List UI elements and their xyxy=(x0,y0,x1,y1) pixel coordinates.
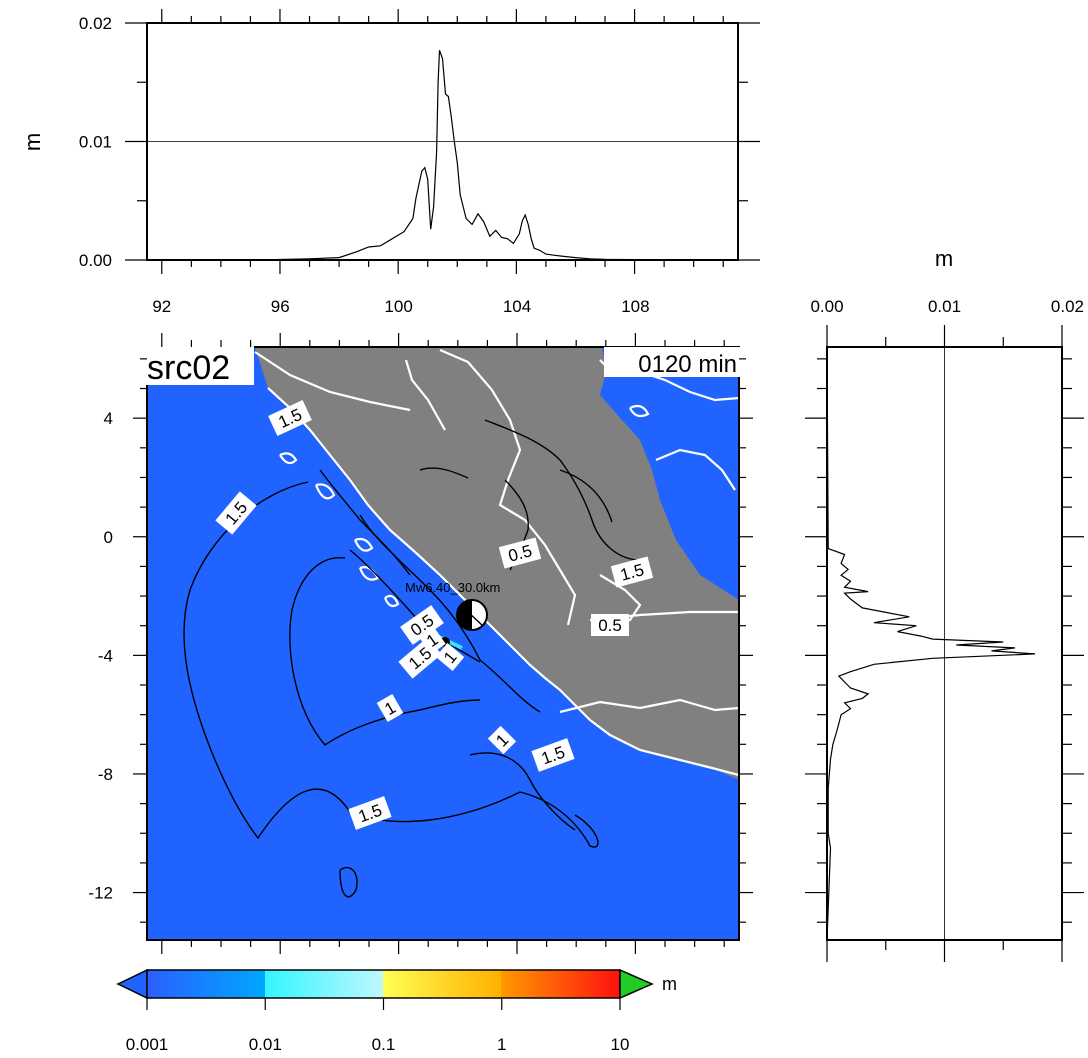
focal-mechanism-icon xyxy=(456,599,488,631)
right-xtick-label: 0.00 xyxy=(810,297,843,316)
contours xyxy=(183,419,641,898)
svg-text:0.5: 0.5 xyxy=(598,616,622,635)
contour-label: 1 xyxy=(376,693,404,723)
contour-label: 1.5 xyxy=(610,556,654,588)
top-ytick-label: 0.02 xyxy=(79,14,112,33)
contour-label: 1.5 xyxy=(531,738,575,772)
colorbar-tick-label: 10 xyxy=(611,1035,630,1054)
event-label: Mw6.40_30.0km xyxy=(405,580,500,595)
colorbar-under-arrow xyxy=(116,968,148,1000)
colorbar-tick-label: 0.001 xyxy=(126,1035,169,1054)
right-xtick-label: 0.01 xyxy=(928,297,961,316)
colorbar-unit: m xyxy=(662,974,677,994)
map-xtick-label: 108 xyxy=(621,297,649,316)
map-xtick-label: 96 xyxy=(271,297,290,316)
right-xtick-label: 0.02 xyxy=(1051,297,1084,316)
colorbar-over-arrow xyxy=(619,968,654,1000)
time-label: 0120 min xyxy=(638,351,737,378)
map-ytick-label: 0 xyxy=(104,528,113,547)
land-island-east xyxy=(620,530,665,560)
colorbar-tick-label: 1 xyxy=(497,1035,506,1054)
top-ytick-label: 0.00 xyxy=(79,251,112,270)
contour-label: 1 xyxy=(418,625,446,655)
contour-label: 1 xyxy=(487,725,517,755)
map-xtick-label: 92 xyxy=(152,297,171,316)
map-axes: 92 96 100 104 108 4 0 -4 -8 -12 xyxy=(88,297,753,954)
map-xtick-label: 100 xyxy=(384,297,412,316)
land-sumatra xyxy=(255,347,739,780)
map-ytick-label: -4 xyxy=(98,646,113,665)
land-malaysia xyxy=(450,347,602,440)
colorbar-tick-label: 0.01 xyxy=(249,1035,282,1054)
map-ytick-label: 4 xyxy=(104,409,113,428)
map-panel: Mw6.40_30.0km 1.51.50.51.50.50.51.5 1111.… xyxy=(88,297,753,954)
top-ytick-label: 0.01 xyxy=(79,133,112,152)
contour-label: 0.5 xyxy=(591,614,629,636)
right-profile-line xyxy=(826,346,1036,941)
contour-label: 0.5 xyxy=(498,537,542,569)
colorbar-tick-label: 0.1 xyxy=(372,1035,396,1054)
map-ytick-label: -8 xyxy=(98,765,113,784)
right-profile-chart: 0.00 0.01 0.02 m xyxy=(805,246,1084,962)
top-profile-line xyxy=(147,50,739,261)
map-ytick-label: -12 xyxy=(88,884,113,903)
source-label: src02 xyxy=(147,349,230,387)
top-ylabel: m xyxy=(20,133,45,151)
contour-label: 1 xyxy=(435,643,465,671)
map-xtick-label: 104 xyxy=(503,297,531,316)
top-profile-chart: 0.00 0.01 0.02 m xyxy=(20,9,760,274)
right-xlabel: m xyxy=(935,246,953,271)
colorbar: m 0.001 0.01 0.1 1 10 xyxy=(116,968,677,1054)
